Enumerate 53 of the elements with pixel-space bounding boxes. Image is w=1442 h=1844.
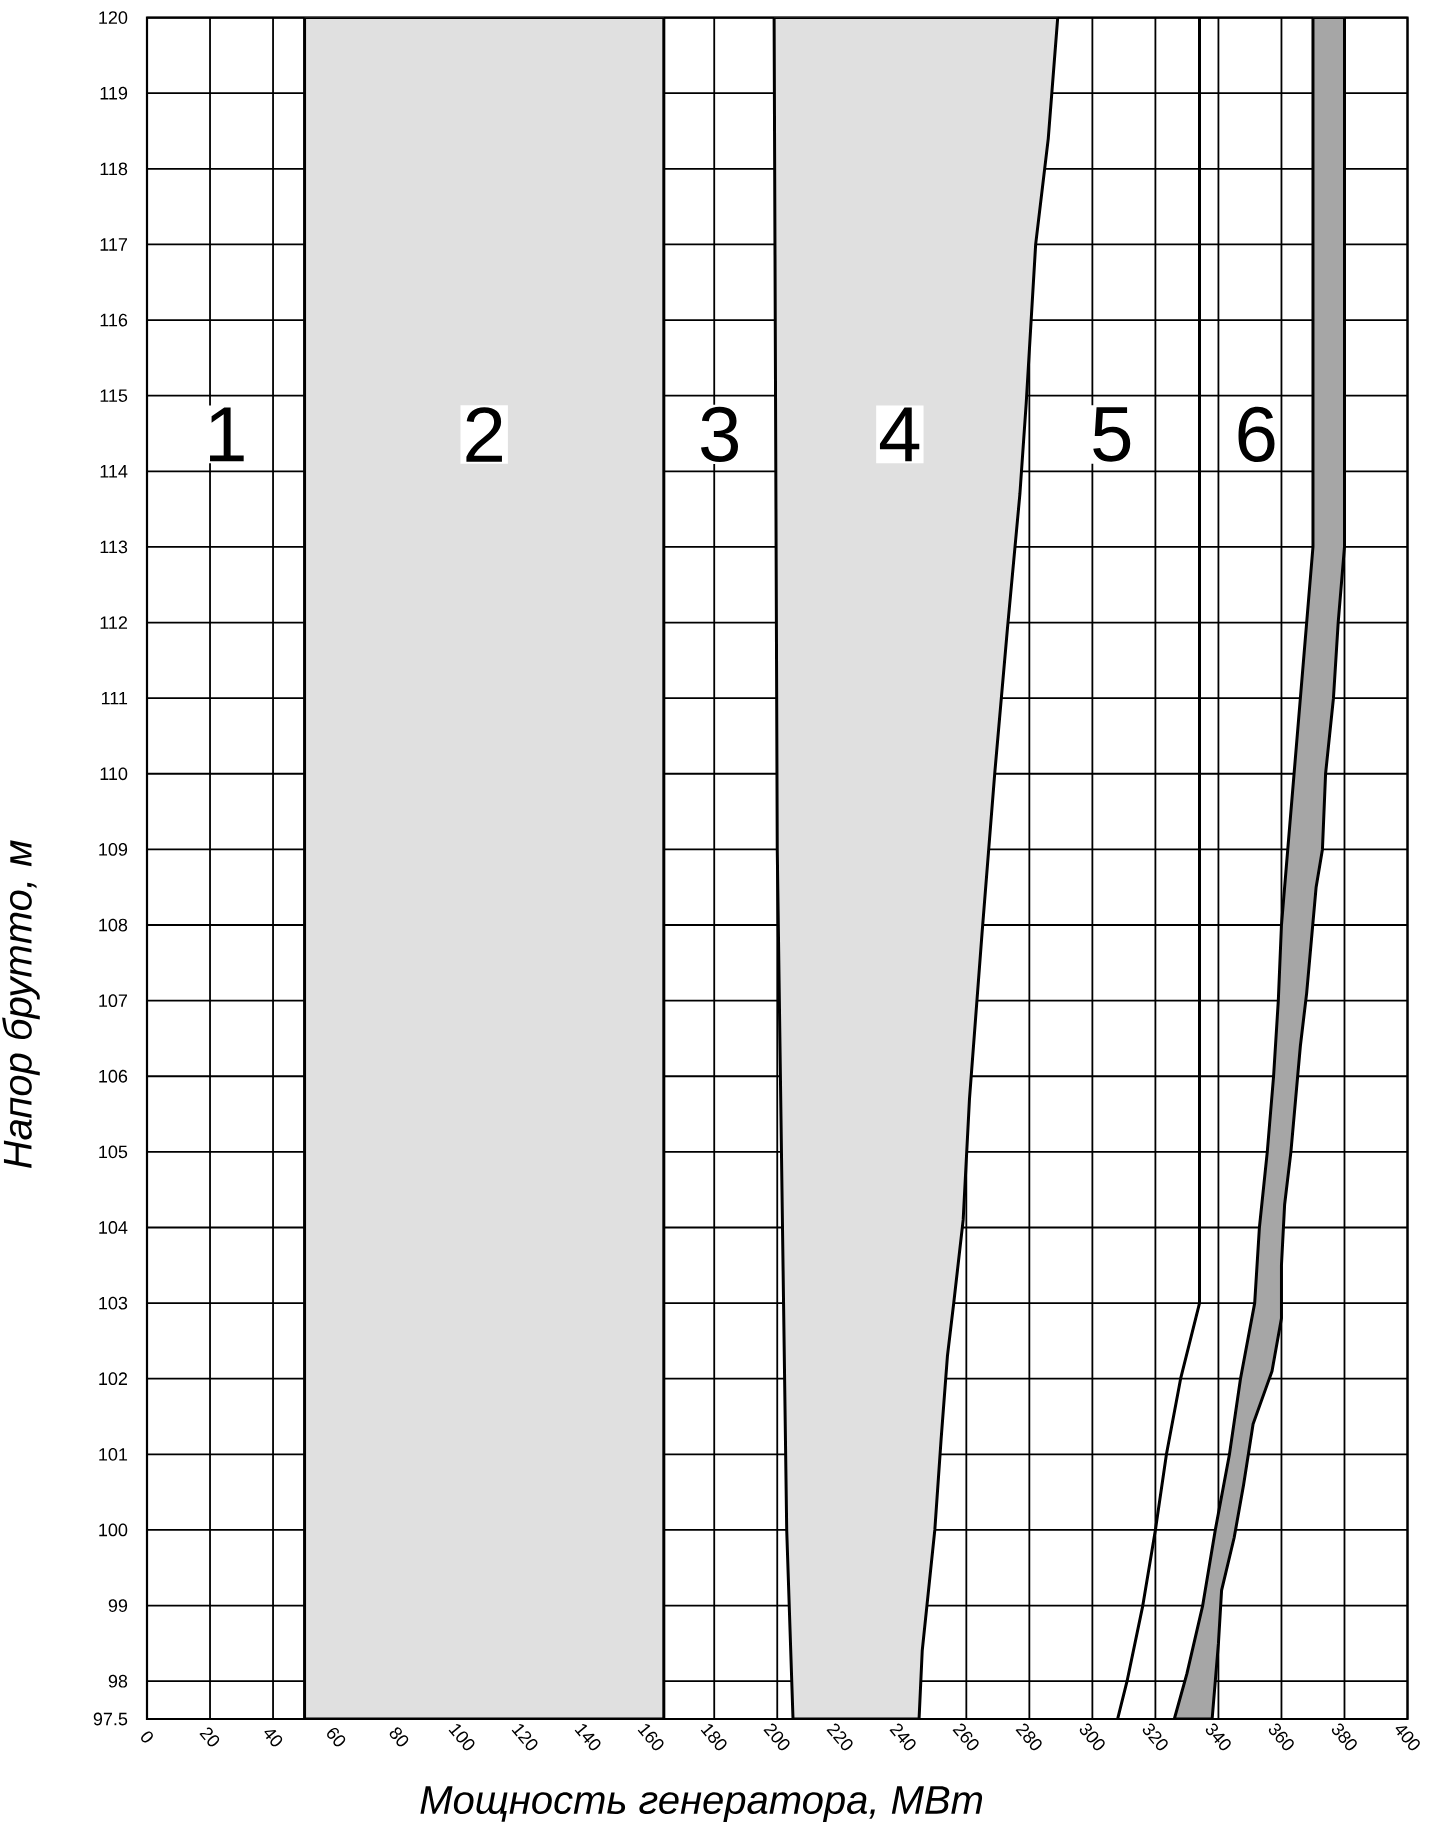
x-tick-label: 260: [952, 1723, 979, 1751]
y-tick-label: 105: [99, 1145, 128, 1159]
y-tick-label: 100: [99, 1523, 128, 1537]
y-tick-label: 116: [100, 313, 128, 327]
y-tick-label: 109: [99, 843, 128, 856]
x-tick-label: 120: [511, 1724, 538, 1751]
annotation: 1: [210, 407, 244, 462]
y-tick-label: 108: [99, 918, 128, 932]
x-tick-label: 0: [141, 1731, 153, 1743]
x-tick-label: 360: [1268, 1723, 1294, 1751]
x-tick-label: 400: [1395, 1726, 1420, 1751]
x-tick-label: 220: [826, 1723, 853, 1751]
x-tick-label: 80: [389, 1727, 409, 1747]
y-tick-label: 103: [99, 1296, 128, 1310]
y-tick-label: 107: [99, 994, 128, 1008]
annotation: 3: [701, 406, 739, 463]
annotation: 6: [1238, 406, 1275, 463]
y-tick-label: 111: [101, 691, 128, 705]
y-tick-label: 97.5: [93, 1712, 128, 1726]
y-tick-label: 117: [100, 238, 128, 251]
y-tick-label: 104: [99, 1221, 128, 1234]
x-tick-label: 20: [199, 1727, 220, 1747]
y-tick-label: 114: [100, 465, 128, 478]
y-tick-label: 113: [100, 540, 128, 554]
y-tick-label: 101: [99, 1447, 128, 1461]
x-tick-label: 320: [1142, 1723, 1168, 1751]
y-tick-label: 115: [100, 389, 128, 402]
x-tick-label: 240: [889, 1723, 916, 1751]
annotation: 4: [879, 407, 920, 462]
y-tick-label: 120: [99, 11, 128, 24]
y-tick-label: 99: [108, 1599, 128, 1612]
y-tick-label: 98: [108, 1674, 128, 1688]
y-tick-label: 102: [99, 1372, 128, 1386]
y-tick-label: 106: [99, 1069, 128, 1083]
x-tick-label: 380: [1331, 1723, 1357, 1751]
y-tick-label: 118: [100, 162, 128, 176]
x-tick-label: 60: [327, 1727, 346, 1747]
x-tick-label: 40: [264, 1730, 283, 1747]
x-tick-label: 280: [1015, 1723, 1042, 1751]
x-axis-title: Мощность генератора, МВт: [420, 1786, 983, 1822]
annotation: 5: [1093, 407, 1131, 462]
x-tick-label: 340: [1205, 1723, 1231, 1751]
y-tick-label: 112: [100, 616, 128, 629]
x-tick-label: 180: [700, 1724, 727, 1751]
annotation: 2: [466, 407, 502, 462]
y-tick-label: 110: [100, 767, 128, 781]
x-tick-label: 140: [574, 1724, 601, 1751]
x-tick-label: 160: [637, 1724, 664, 1751]
x-tick-label: 200: [763, 1723, 790, 1751]
y-tick-label: 119: [100, 86, 128, 100]
x-tick-label: 300: [1079, 1723, 1105, 1751]
x-tick-label: 100: [448, 1724, 475, 1751]
y-axis-title: Напор брутто, м: [2, 840, 40, 1169]
